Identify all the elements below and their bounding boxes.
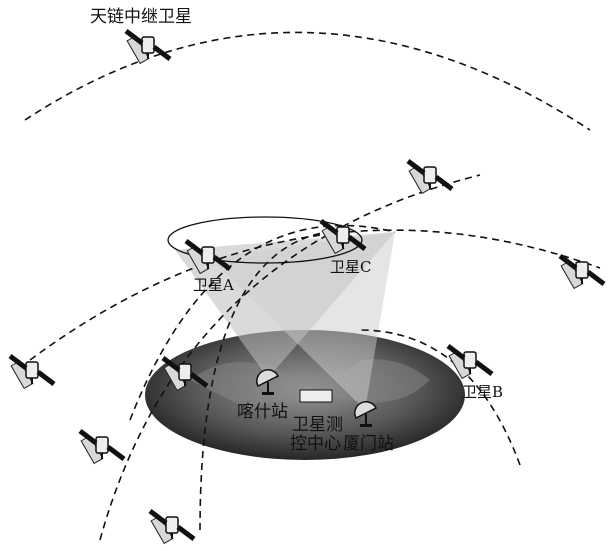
control-center-label: 卫星测 bbox=[292, 415, 343, 435]
relay-satellite-label: 天链中继卫星 bbox=[90, 7, 192, 27]
kashi-station-label: 喀什站 bbox=[237, 402, 288, 422]
xiamen-station-label: 厦门站 bbox=[343, 434, 394, 454]
ground-stations bbox=[255, 368, 377, 428]
control-center-label: 控中心 bbox=[290, 434, 341, 454]
satellite-a-label: 卫星A bbox=[193, 276, 234, 294]
satellite-b-label: 卫星B bbox=[462, 383, 503, 401]
orbits bbox=[24, 31, 601, 541]
satellite-c-label: 卫星C bbox=[330, 258, 371, 276]
